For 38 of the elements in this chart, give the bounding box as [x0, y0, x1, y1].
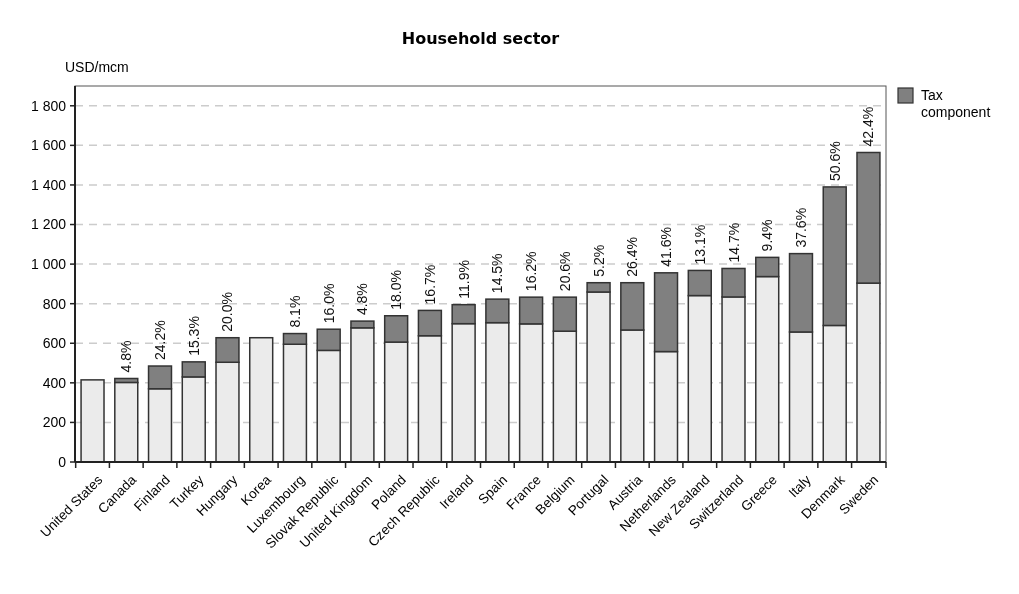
annotation: 20.6%	[556, 251, 573, 292]
annotation: 18.0%	[388, 270, 405, 310]
annotation: 41.6%	[658, 227, 675, 267]
bar	[80, 379, 105, 463]
annotation: 13.1%	[691, 224, 708, 265]
annotation: 14.7%	[725, 222, 742, 263]
annotation: 4.8%	[118, 340, 135, 373]
bar	[114, 381, 139, 463]
annotation: 20.0%	[219, 292, 236, 332]
annotation: 16.7%	[421, 264, 438, 305]
annotation: 26.4%	[624, 237, 641, 277]
bar	[249, 336, 274, 463]
annotation: 37.6%	[792, 207, 809, 248]
y-tick-label: 1 000	[30, 256, 67, 273]
y-tick-label: 1 600	[30, 137, 67, 154]
annotation: 4.8%	[354, 283, 371, 316]
y-tick-label: 800	[42, 295, 67, 312]
y-tick-label: 200	[42, 414, 67, 431]
chart-title: Household sector	[401, 29, 560, 48]
y-tick-label: 400	[42, 374, 67, 391]
annotation: 16.2%	[523, 251, 540, 292]
y-tick-label: 0	[58, 453, 67, 470]
annotation: 11.9%	[455, 260, 472, 299]
annotation: 50.6%	[826, 141, 843, 181]
y-tick-label: 1 800	[30, 97, 67, 114]
y-tick-label: 1 200	[30, 216, 67, 233]
annotation: 14.5%	[489, 253, 506, 294]
legend-label: Tax component	[921, 87, 991, 120]
y-axis-title: USD/mcm	[65, 59, 129, 75]
annotation: 42.4%	[860, 106, 877, 147]
y-tick-label: 1 400	[30, 176, 67, 193]
annotation: 8.1%	[286, 295, 303, 328]
y-tick-label: 600	[42, 335, 67, 352]
annotation: 9.4%	[759, 219, 776, 252]
annotation: 24.2%	[152, 320, 169, 361]
annotation: 5.2%	[590, 244, 607, 277]
annotation: 15.3%	[185, 316, 202, 356]
annotation: 16.0%	[320, 283, 337, 324]
